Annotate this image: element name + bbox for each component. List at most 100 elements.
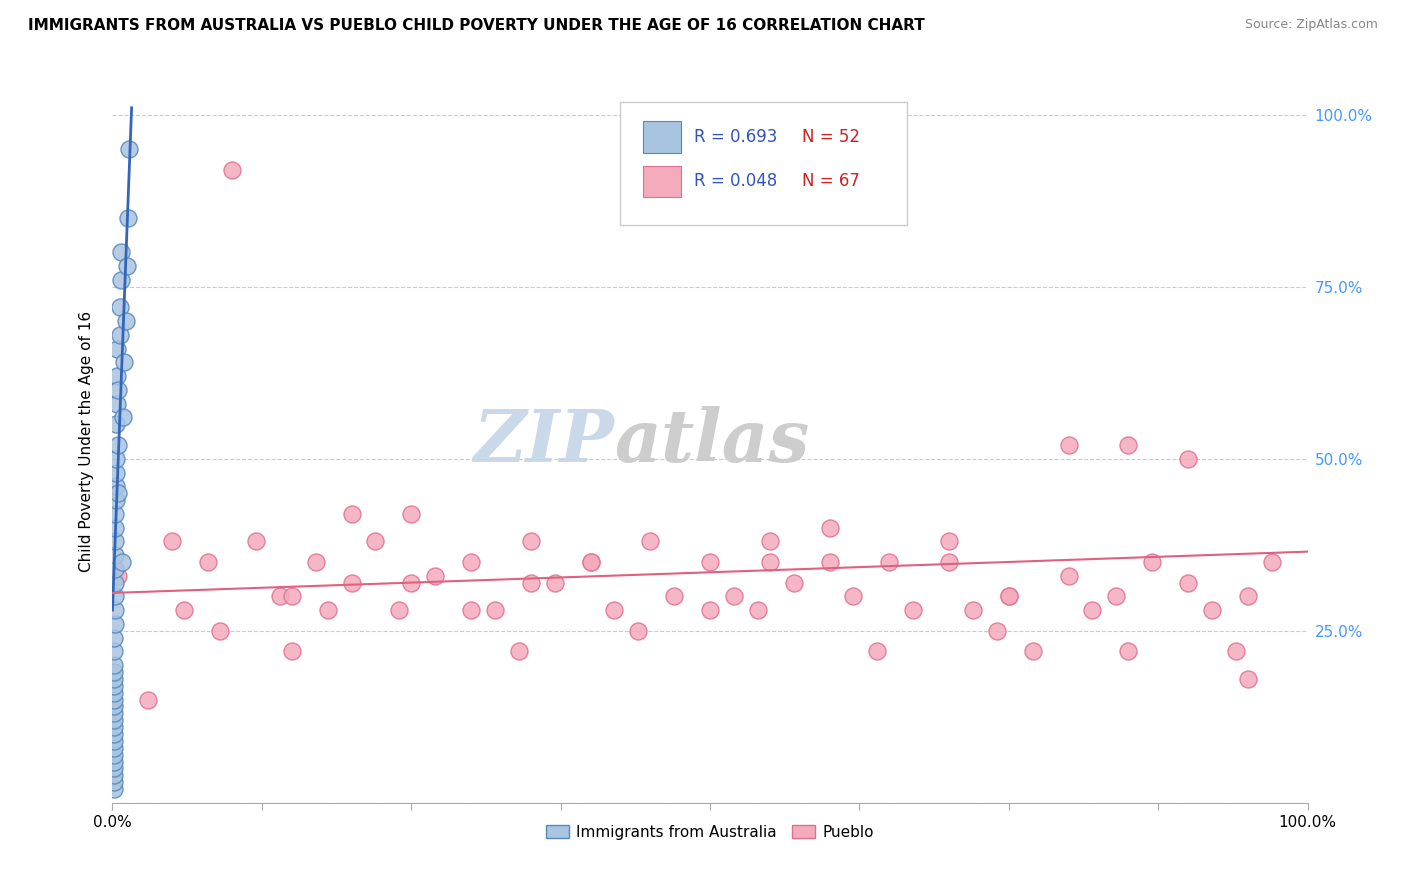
Point — [110, 245, 132, 260]
Point — [903, 603, 925, 617]
Point — [1237, 590, 1260, 604]
FancyBboxPatch shape — [643, 166, 682, 197]
Point — [103, 782, 125, 797]
Point — [108, 301, 131, 315]
Point — [103, 775, 125, 789]
Point — [723, 590, 745, 604]
Point — [112, 410, 135, 425]
Point — [938, 534, 960, 549]
Point — [103, 686, 125, 700]
Point — [1201, 603, 1223, 617]
Point — [340, 575, 363, 590]
Point — [103, 672, 125, 686]
Point — [114, 314, 136, 328]
Point — [104, 562, 127, 576]
Point — [484, 603, 506, 617]
Point — [640, 534, 662, 549]
Point — [520, 534, 543, 549]
Point — [103, 631, 125, 645]
Text: ZIP: ZIP — [474, 406, 614, 477]
Point — [103, 727, 125, 741]
Point — [103, 761, 125, 775]
Point — [1022, 644, 1045, 658]
Point — [107, 568, 129, 582]
Point — [603, 603, 626, 617]
Point — [1142, 555, 1164, 569]
Point — [664, 590, 686, 604]
Point — [105, 397, 128, 411]
Point — [1105, 590, 1128, 604]
Point — [388, 603, 411, 617]
Point — [173, 603, 195, 617]
Point — [340, 507, 363, 521]
Point — [162, 534, 183, 549]
Point — [986, 624, 1008, 638]
Point — [103, 699, 125, 714]
Point — [103, 713, 125, 727]
Point — [103, 644, 125, 658]
Point — [104, 507, 127, 521]
Point — [105, 466, 128, 480]
Point — [114, 355, 135, 369]
Text: N = 67: N = 67 — [801, 172, 860, 190]
Text: Source: ZipAtlas.com: Source: ZipAtlas.com — [1244, 18, 1378, 31]
Point — [105, 342, 128, 356]
Point — [245, 534, 267, 549]
Y-axis label: Child Poverty Under the Age of 16: Child Poverty Under the Age of 16 — [79, 311, 94, 572]
Point — [747, 603, 769, 617]
Point — [103, 720, 125, 734]
Point — [197, 555, 219, 569]
Point — [782, 575, 804, 590]
Point — [1057, 568, 1080, 582]
FancyBboxPatch shape — [643, 120, 682, 153]
Point — [520, 575, 543, 590]
Point — [107, 383, 129, 397]
Point — [104, 575, 127, 590]
Point — [425, 568, 447, 582]
Point — [103, 747, 125, 762]
Point — [1261, 555, 1284, 569]
Point — [543, 575, 565, 590]
Point — [105, 493, 128, 508]
Point — [105, 417, 128, 432]
Point — [460, 603, 482, 617]
Point — [103, 665, 125, 679]
Point — [107, 486, 129, 500]
Point — [508, 644, 530, 658]
Point — [1057, 438, 1080, 452]
Point — [104, 590, 127, 604]
Point — [104, 520, 127, 534]
Point — [103, 706, 125, 721]
Point — [818, 520, 841, 534]
Point — [699, 603, 721, 617]
Point — [107, 438, 129, 452]
Point — [879, 555, 901, 569]
Point — [281, 590, 304, 604]
Point — [316, 603, 339, 617]
Point — [103, 740, 125, 755]
Point — [818, 555, 841, 569]
Point — [401, 575, 423, 590]
Point — [998, 590, 1021, 604]
Point — [103, 734, 125, 748]
Text: R = 0.048: R = 0.048 — [695, 172, 778, 190]
Point — [209, 624, 232, 638]
Point — [460, 555, 482, 569]
Point — [105, 451, 128, 466]
Point — [1177, 575, 1199, 590]
Point — [105, 369, 128, 384]
Point — [103, 679, 125, 693]
Point — [305, 555, 328, 569]
Point — [962, 603, 984, 617]
Point — [759, 534, 782, 549]
Point — [1081, 603, 1104, 617]
Text: IMMIGRANTS FROM AUSTRALIA VS PUEBLO CHILD POVERTY UNDER THE AGE OF 16 CORRELATIO: IMMIGRANTS FROM AUSTRALIA VS PUEBLO CHIL… — [28, 18, 925, 33]
Point — [108, 327, 131, 342]
Point — [104, 616, 127, 631]
Point — [998, 590, 1021, 604]
Text: N = 52: N = 52 — [801, 128, 860, 145]
Point — [110, 273, 132, 287]
Point — [579, 555, 602, 569]
Point — [627, 624, 650, 638]
Point — [1118, 644, 1140, 658]
